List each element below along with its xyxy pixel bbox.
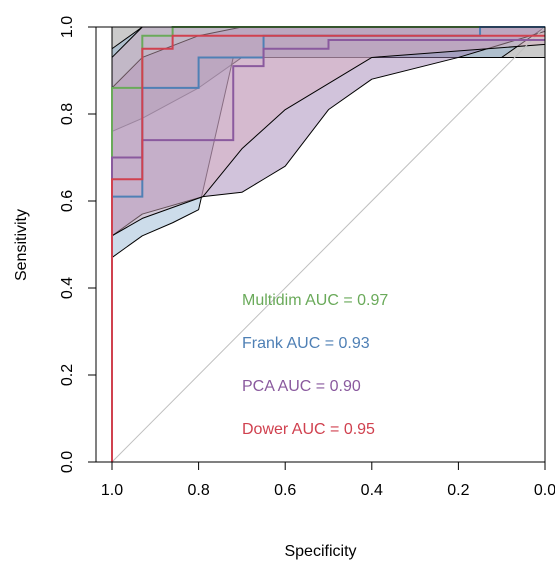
- x-tick-label: 0.4: [361, 482, 383, 499]
- x-tick-label: 0.0: [534, 482, 555, 499]
- y-tick-label: 0.2: [59, 364, 76, 386]
- y-tick-label: 0.8: [59, 103, 76, 125]
- roc-curve-3: [111, 34, 545, 462]
- ci-band-2: [111, 26, 546, 463]
- y-tick-label: 0.4: [59, 277, 76, 299]
- x-axis: 1.0 0.8 0.6 0.4 0.2 0.0: [101, 461, 555, 499]
- legend-entry-1: Frank AUC = 0.93: [242, 335, 370, 352]
- x-tick-label: 0.8: [187, 482, 209, 499]
- roc-curve-2: [111, 39, 545, 462]
- legend-entry-2: PCA AUC = 0.90: [242, 378, 361, 395]
- x-tick-label: 0.2: [447, 482, 469, 499]
- y-axis-title: Sensitivity: [13, 209, 30, 281]
- x-tick-label: 0.6: [274, 482, 296, 499]
- roc-curve-1: [111, 26, 545, 462]
- legend: Multidim AUC = 0.97 Frank AUC = 0.93 PCA A…: [242, 292, 388, 438]
- x-axis-title: Specificity: [284, 543, 356, 560]
- legend-entry-3: Dower AUC = 0.95: [242, 421, 375, 438]
- y-tick-label: 0.0: [59, 451, 76, 473]
- y-tick-label: 0.6: [59, 190, 76, 212]
- reference-diagonal: [111, 26, 546, 463]
- y-tick-label: 1.0: [59, 16, 76, 38]
- roc-curves: [111, 26, 545, 462]
- legend-entry-0: Multidim AUC = 0.97: [242, 292, 388, 309]
- y-axis: 0.0 0.2 0.4 0.6 0.8 1.0: [59, 16, 97, 473]
- x-tick-label: 1.0: [101, 482, 123, 499]
